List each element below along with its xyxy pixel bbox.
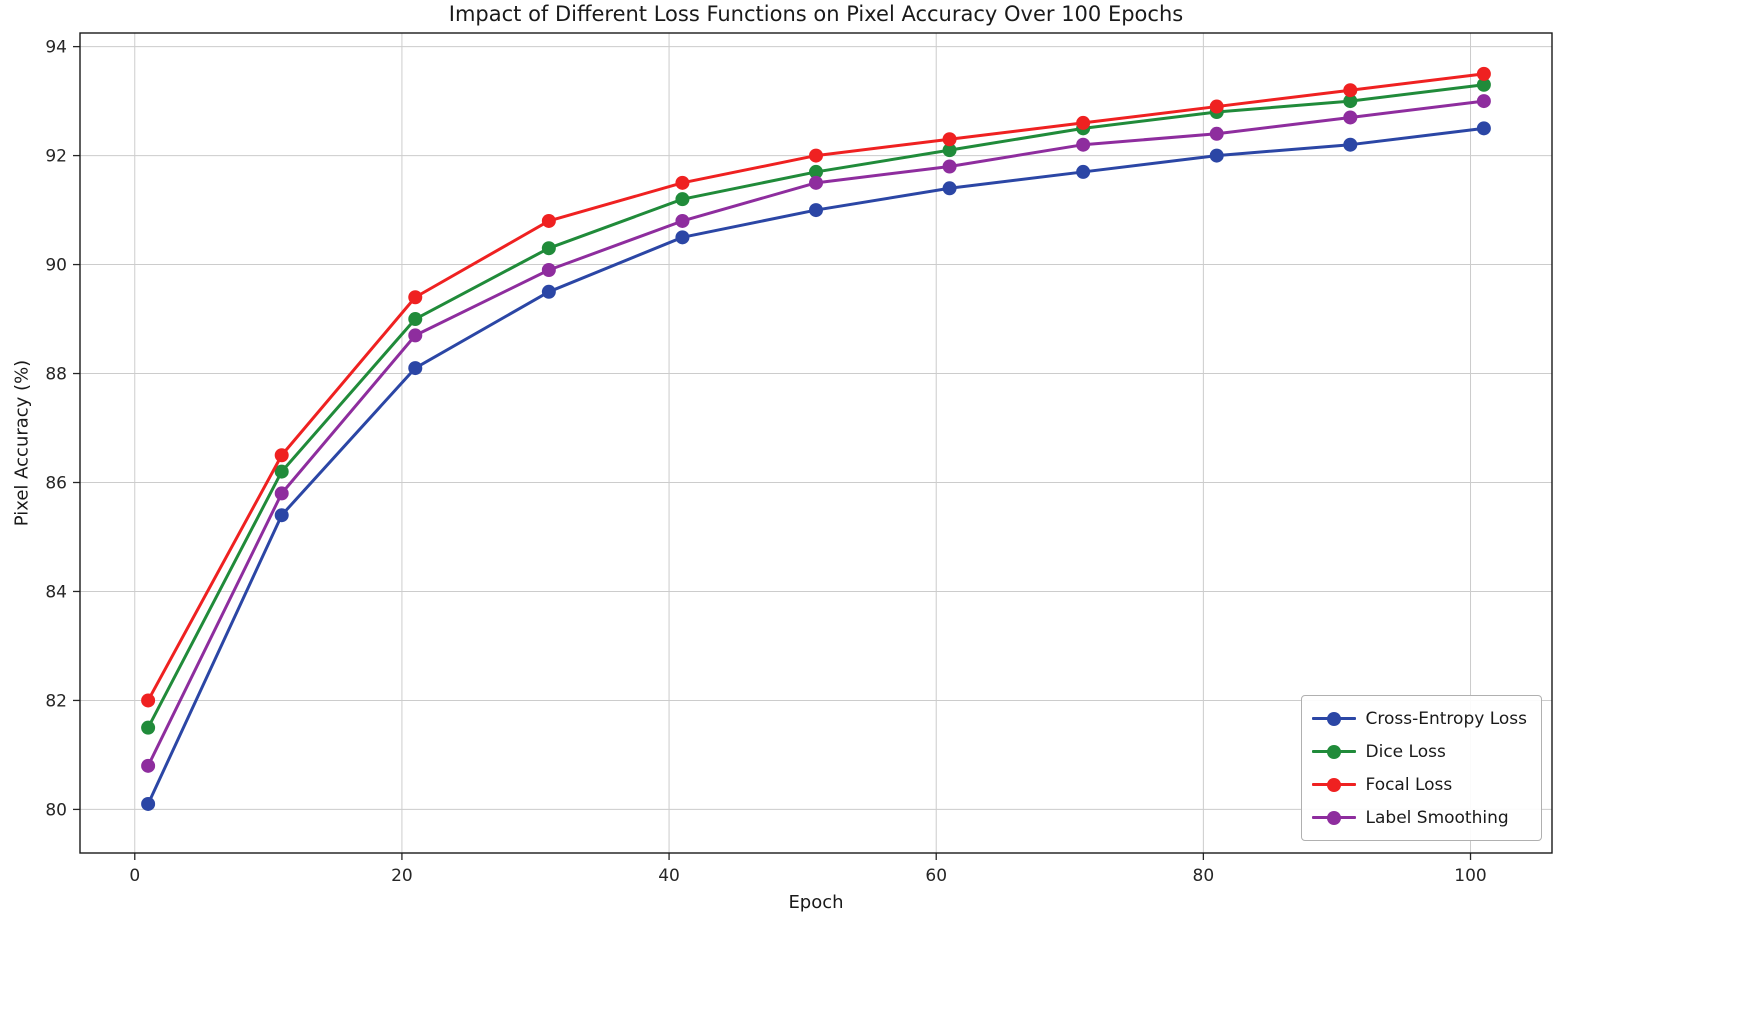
data-point-marker (408, 328, 423, 343)
y-tick-label: 82 (45, 691, 67, 711)
data-point-marker (942, 132, 957, 147)
data-point-marker (541, 263, 556, 278)
data-point-marker (141, 796, 156, 811)
data-point-marker (1076, 137, 1091, 152)
data-point-marker (809, 148, 823, 163)
legend-marker (1311, 711, 1356, 727)
x-axis-label: Epoch (788, 892, 844, 913)
x-tick-label: 20 (391, 866, 413, 886)
data-point-marker (408, 361, 423, 376)
data-point-marker (1343, 137, 1358, 152)
axes-frame (79, 32, 1553, 854)
data-point-marker (1209, 126, 1224, 141)
y-tick-label: 84 (45, 582, 67, 602)
data-point-marker (1343, 94, 1358, 109)
data-point-marker (1476, 66, 1491, 81)
y-tick-label: 92 (45, 147, 67, 167)
data-point-marker (1076, 164, 1091, 179)
legend-marker (1311, 744, 1356, 760)
data-point-marker (942, 181, 957, 196)
series-line (146, 99, 1486, 768)
data-point-marker (1476, 77, 1491, 92)
series-line (146, 126, 1486, 806)
legend-label: Label Smoothing (1365, 807, 1509, 828)
y-tick-label: 94 (45, 38, 67, 58)
data-point-marker (1209, 99, 1224, 114)
data-point-marker (809, 203, 823, 218)
legend-label: Dice Loss (1365, 741, 1446, 762)
data-point-marker (809, 175, 823, 190)
data-point-marker (675, 230, 690, 245)
data-point-marker (1209, 148, 1224, 163)
legend-item: Dice Loss (1311, 737, 1527, 766)
data-point-marker (809, 164, 823, 179)
legend-label: Focal Loss (1365, 774, 1453, 795)
legend-item: Label Smoothing (1311, 803, 1527, 832)
data-point-marker (942, 159, 957, 174)
data-point-marker (1476, 121, 1491, 136)
data-point-marker (274, 486, 289, 501)
data-point-marker (541, 284, 556, 299)
data-point-marker (1476, 94, 1491, 109)
y-tick-label: 90 (45, 256, 67, 276)
legend-marker (1311, 777, 1356, 793)
data-point-marker (274, 508, 289, 523)
data-point-marker (675, 192, 690, 207)
x-tick-label: 40 (658, 866, 680, 886)
chart-title: Impact of Different Loss Functions on Pi… (448, 2, 1184, 26)
x-tick-label: 100 (1454, 866, 1486, 886)
data-point-marker (1076, 115, 1091, 130)
x-tick-label: 0 (129, 866, 140, 886)
data-point-marker (141, 693, 156, 708)
y-tick-label: 88 (45, 365, 67, 385)
x-tick-label: 60 (925, 866, 947, 886)
y-tick-label: 80 (45, 800, 67, 820)
data-point-marker (274, 448, 289, 463)
legend-marker (1311, 810, 1356, 826)
legend-label: Cross-Entropy Loss (1365, 708, 1527, 729)
data-point-marker (942, 143, 957, 158)
x-tick-label: 80 (1193, 866, 1215, 886)
data-point-marker (541, 213, 556, 228)
data-point-marker (1343, 110, 1358, 125)
legend-item: Cross-Entropy Loss (1311, 704, 1527, 733)
data-point-marker (274, 464, 289, 479)
legend: Cross-Entropy Loss Dice Loss Focal Loss Lab… (1300, 695, 1542, 841)
data-point-marker (408, 290, 423, 305)
y-tick-label: 86 (45, 474, 67, 494)
data-point-marker (541, 241, 556, 256)
data-point-marker (141, 720, 156, 735)
data-point-marker (1343, 83, 1358, 98)
data-point-marker (675, 213, 690, 228)
data-point-marker (408, 312, 423, 327)
data-point-marker (675, 175, 690, 190)
data-point-marker (141, 758, 156, 773)
legend-item: Focal Loss (1311, 770, 1527, 799)
